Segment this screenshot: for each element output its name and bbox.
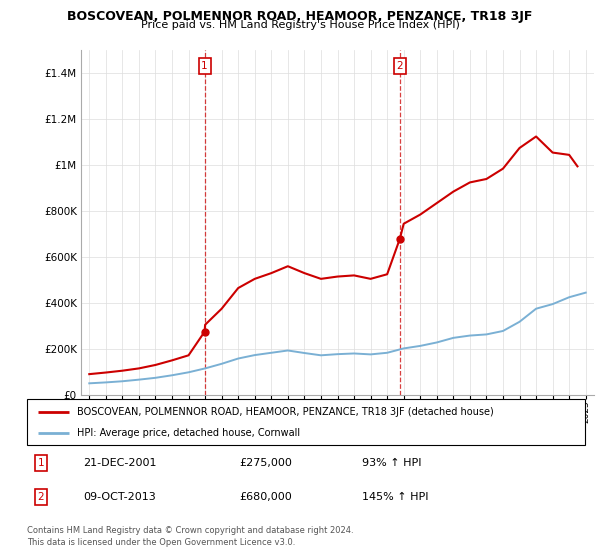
Text: 2: 2 <box>397 61 403 71</box>
FancyBboxPatch shape <box>27 399 585 445</box>
Text: Contains HM Land Registry data © Crown copyright and database right 2024.
This d: Contains HM Land Registry data © Crown c… <box>27 526 353 547</box>
Text: £680,000: £680,000 <box>239 492 292 502</box>
Text: 09-OCT-2013: 09-OCT-2013 <box>83 492 155 502</box>
Text: 1: 1 <box>202 61 208 71</box>
Text: £275,000: £275,000 <box>239 458 292 468</box>
Text: 145% ↑ HPI: 145% ↑ HPI <box>362 492 428 502</box>
Text: 2: 2 <box>38 492 44 502</box>
Text: 21-DEC-2001: 21-DEC-2001 <box>83 458 156 468</box>
Text: Price paid vs. HM Land Registry's House Price Index (HPI): Price paid vs. HM Land Registry's House … <box>140 20 460 30</box>
Text: 1: 1 <box>38 458 44 468</box>
Text: BOSCOVEAN, POLMENNOR ROAD, HEAMOOR, PENZANCE, TR18 3JF: BOSCOVEAN, POLMENNOR ROAD, HEAMOOR, PENZ… <box>67 10 533 22</box>
Text: HPI: Average price, detached house, Cornwall: HPI: Average price, detached house, Corn… <box>77 428 301 438</box>
Text: BOSCOVEAN, POLMENNOR ROAD, HEAMOOR, PENZANCE, TR18 3JF (detached house): BOSCOVEAN, POLMENNOR ROAD, HEAMOOR, PENZ… <box>77 407 494 417</box>
Text: 93% ↑ HPI: 93% ↑ HPI <box>362 458 421 468</box>
